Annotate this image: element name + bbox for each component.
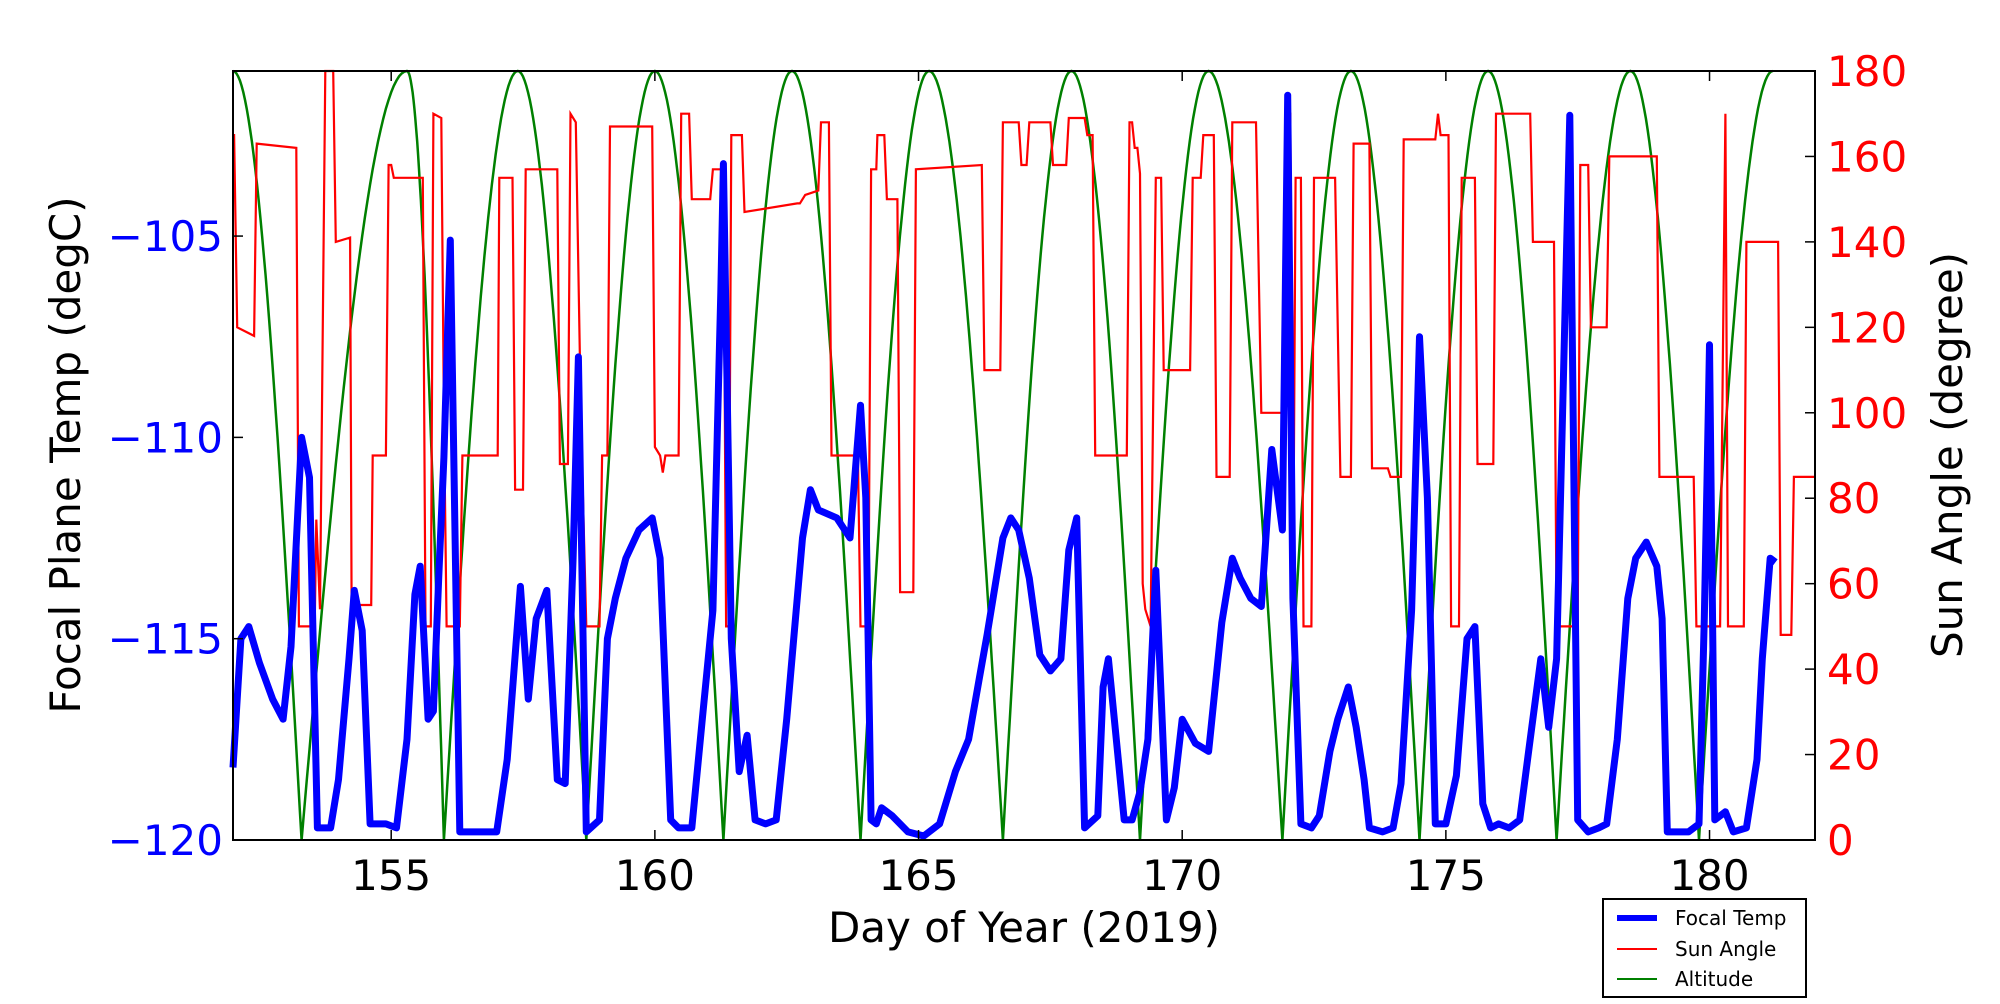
x-axis-label: Day of Year (2019) bbox=[828, 903, 1220, 952]
x-tick-label: 170 bbox=[1142, 851, 1222, 900]
y-right-tick-label: 80 bbox=[1827, 474, 1880, 523]
y-right-tick-label: 20 bbox=[1827, 731, 1880, 780]
x-tick-label: 165 bbox=[878, 851, 958, 900]
y-axis-left: −120 −115 −110 −105 bbox=[108, 212, 243, 865]
y-right-tick-label: 100 bbox=[1827, 389, 1907, 438]
x-tick-label: 160 bbox=[615, 851, 695, 900]
y-left-tick-label: −120 bbox=[108, 816, 223, 865]
y-right-tick-label: 140 bbox=[1827, 218, 1907, 267]
y-axis-right: 0 20 40 60 80 100 120 140 160 180 bbox=[1805, 47, 1907, 865]
y-right-tick-label: 0 bbox=[1827, 816, 1854, 865]
x-tick-label: 175 bbox=[1406, 851, 1486, 900]
series-line-focal-temp bbox=[229, 91, 1778, 840]
plot-frame bbox=[232, 70, 1816, 841]
legend: Focal Temp Sun Angle Altitude bbox=[1602, 898, 1807, 998]
y-left-tick-label: −105 bbox=[108, 212, 223, 261]
y-right-tick-label: 60 bbox=[1827, 560, 1880, 609]
y-right-tick-label: 40 bbox=[1827, 645, 1880, 694]
y-right-tick-label: 120 bbox=[1827, 303, 1907, 352]
legend-label-altitude: Altitude bbox=[1675, 967, 1753, 991]
y-left-tick-label: −115 bbox=[108, 615, 223, 664]
y-right-tick-label: 180 bbox=[1827, 47, 1907, 96]
legend-label-focal-temp: Focal Temp bbox=[1675, 906, 1787, 930]
y-axis-left-label: Focal Plane Temp (degC) bbox=[41, 196, 90, 713]
series-line-sun-angle bbox=[233, 69, 1815, 636]
x-axis: 155 160 165 170 175 180 bbox=[351, 71, 1750, 900]
y-right-tick-label: 160 bbox=[1827, 132, 1907, 181]
x-tick-label: 155 bbox=[351, 851, 431, 900]
x-tick-label: 180 bbox=[1669, 851, 1749, 900]
y-axis-right-label: Sun Angle (degree) bbox=[1923, 252, 1972, 658]
y-left-tick-label: −110 bbox=[108, 413, 223, 462]
legend-label-sun-angle: Sun Angle bbox=[1675, 937, 1776, 961]
